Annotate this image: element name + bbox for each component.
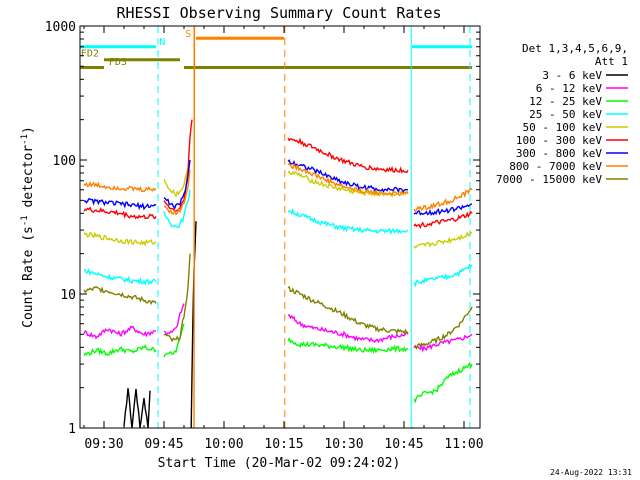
series-line-8-2 bbox=[287, 285, 409, 335]
legend-label-5: 100 - 300 keV bbox=[516, 134, 602, 147]
y-axis: 1 10 100 1000 bbox=[45, 20, 480, 437]
series-line-8-3 bbox=[413, 306, 473, 350]
series-line-4-0 bbox=[83, 231, 157, 247]
y-tick-label-0: 1 bbox=[68, 422, 76, 437]
legend-label-1: 6 - 12 keV bbox=[536, 82, 603, 95]
series-line-3-3 bbox=[413, 263, 473, 288]
series-line-7-1 bbox=[163, 169, 191, 216]
series-line-7-4 bbox=[413, 187, 473, 213]
series-line-4-1 bbox=[163, 159, 191, 198]
flag-label-0: N bbox=[159, 37, 165, 48]
flag-label-2: FD2 bbox=[81, 49, 99, 60]
legend-label-8: 7000 - 15000 keV bbox=[496, 173, 602, 186]
series-line-6-2 bbox=[287, 159, 408, 193]
series-line-1-2 bbox=[287, 314, 409, 344]
series-line-6-3 bbox=[413, 203, 473, 216]
x-axis: 09:30 09:45 10:00 10:15 10:30 10:45 11:00 bbox=[83, 26, 484, 452]
series-line-6-1 bbox=[163, 159, 191, 210]
x-tick-label-5: 10:45 bbox=[384, 437, 423, 452]
plot-frame bbox=[79, 25, 481, 429]
x-axis-label: Start Time (20-Mar-02 09:24:02) bbox=[158, 456, 401, 471]
series-line-3-1 bbox=[163, 189, 191, 229]
x-tick-label-1: 09:45 bbox=[144, 437, 183, 452]
x-tick-label-0: 09:30 bbox=[84, 437, 123, 452]
series-line-0-0 bbox=[123, 388, 151, 429]
y-tick-label-2: 100 bbox=[53, 154, 76, 169]
x-tick-label-4: 10:30 bbox=[324, 437, 363, 452]
series-line-1-3 bbox=[413, 333, 473, 353]
y-axis-label: Count Rate (s-1 detector-1) bbox=[20, 126, 36, 328]
series-line-5-0 bbox=[83, 206, 157, 220]
legend-label-0: 3 - 6 keV bbox=[542, 69, 602, 82]
series-line-3-2 bbox=[287, 207, 409, 236]
series-line-3-0 bbox=[83, 267, 157, 286]
series-line-7-0 bbox=[83, 180, 157, 193]
flag-label-1: S bbox=[185, 29, 191, 40]
series-line-8-1 bbox=[163, 253, 191, 343]
series-line-6-0 bbox=[83, 198, 157, 211]
series-line-7-3 bbox=[287, 162, 409, 198]
instrument-flags: N S FD2 FD3 bbox=[80, 29, 472, 70]
legend-label-6: 300 - 800 keV bbox=[516, 147, 602, 160]
legend-label-7: 800 - 7000 keV bbox=[509, 160, 602, 173]
flag-label-3: FD3 bbox=[109, 57, 127, 68]
y-tick-label-1: 10 bbox=[60, 288, 76, 303]
series-line-0-1 bbox=[190, 221, 197, 429]
y-tick-label-3: 1000 bbox=[45, 20, 76, 35]
legend-label-3: 25 - 50 keV bbox=[529, 108, 602, 121]
legend-header-line2: Att 1 bbox=[595, 55, 628, 68]
series-line-2-3 bbox=[413, 361, 473, 404]
series-lines bbox=[83, 25, 473, 429]
series-line-2-0 bbox=[83, 344, 157, 357]
series-line-5-3 bbox=[413, 210, 473, 230]
series-line-8-0 bbox=[83, 285, 157, 306]
series-line-2-2 bbox=[287, 336, 409, 354]
series-line-1-1 bbox=[163, 303, 185, 336]
legend-label-2: 12 - 25 keV bbox=[529, 95, 602, 108]
series-line-4-3 bbox=[413, 231, 473, 249]
series-line-1-0 bbox=[83, 325, 156, 340]
series-line-5-2 bbox=[287, 137, 409, 174]
x-tick-label-3: 10:15 bbox=[264, 437, 303, 452]
chart-title: RHESSI Observing Summary Count Rates bbox=[116, 4, 441, 22]
legend-header-line1: Det 1,3,4,5,6,9, bbox=[522, 42, 628, 55]
timestamp: 24-Aug-2022 13:31 bbox=[550, 468, 632, 477]
legend-label-4: 50 - 100 keV bbox=[523, 121, 603, 134]
x-tick-label-2: 10:00 bbox=[204, 437, 243, 452]
x-tick-label-6: 11:00 bbox=[444, 437, 483, 452]
